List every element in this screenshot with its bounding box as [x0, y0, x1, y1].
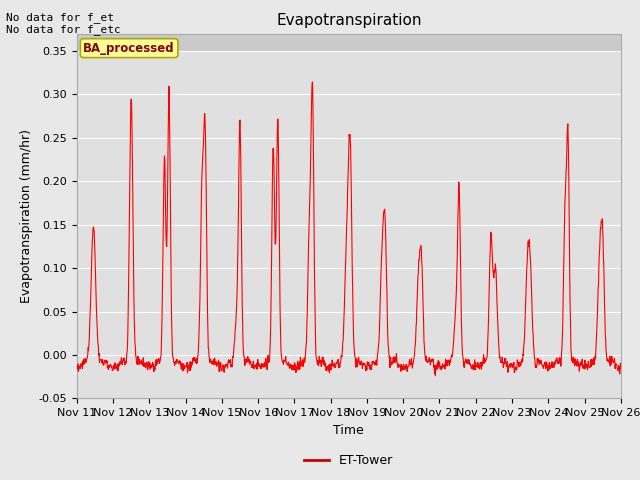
Y-axis label: Evapotranspiration (mm/hr): Evapotranspiration (mm/hr)	[20, 129, 33, 303]
Title: Evapotranspiration: Evapotranspiration	[276, 13, 422, 28]
Text: No data for f_et
No data for f_etc: No data for f_et No data for f_etc	[6, 12, 121, 36]
Legend: ET-Tower: ET-Tower	[299, 449, 399, 472]
Text: BA_processed: BA_processed	[83, 42, 175, 55]
X-axis label: Time: Time	[333, 424, 364, 437]
Bar	[77, 34, 621, 51]
